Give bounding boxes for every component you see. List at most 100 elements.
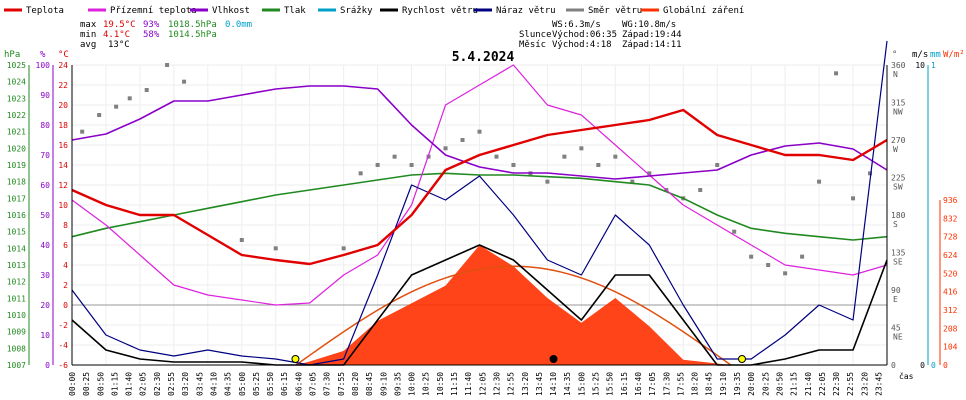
axis-wm2-tick: 728 [943,233,958,242]
series-wind-direction-point [834,71,839,76]
x-tick-label: 21:40 [804,372,813,396]
series-wind-direction-point [579,146,584,151]
sun-label: Slunce [519,30,552,40]
axis-dir-cardinal: SE [893,258,903,267]
x-tick-label: 03:20 [181,372,190,396]
x-tick-label: 11:40 [464,372,473,396]
x-tick-label: 12:05 [478,372,487,396]
series-wind-direction-point [97,113,102,117]
x-tick-label: 01:40 [125,372,134,396]
axis-temp-tick: 8 [63,221,68,230]
x-tick-label: 15:50 [606,372,615,396]
sun-set: Západ:19:44 [622,30,682,40]
legend-label: Náraz větru [496,6,556,16]
x-tick-label: 22:05 [818,372,827,396]
stats-max-temp: 19.5°C [103,20,136,30]
stats-min-hum: 58% [143,30,160,40]
radiation-theoretical-curve [295,265,732,366]
x-tick-label: 16:15 [620,372,629,396]
x-tick-label: 13:45 [535,372,544,396]
axis-ms-tick: 0 [920,361,925,370]
legend-label: Přízemní teplota [110,6,197,16]
legend: Teplota Přízemní teplota Vlhkost Tlak Srážky… [4,6,744,16]
axis-pct-tick: 20 [40,301,50,310]
moonset-marker [549,355,558,363]
stats-avg-temp: 13°C [108,40,130,50]
axis-temp-tick: 6 [63,241,68,250]
x-tick-label: 03:45 [195,372,204,396]
series-wind-direction-point [182,79,187,84]
series-vlhkost-line [71,85,888,180]
axis-hpa-tick: 1018 [7,178,26,187]
x-tick-label: 04:10 [209,372,218,396]
axis-temp-tick: 2 [63,281,68,290]
x-tick-label: 17:05 [648,372,657,396]
axis-mm-tick: 0 [931,361,936,370]
x-tick-label: 02:05 [139,372,148,396]
series-wind-direction-point [358,171,363,176]
series-wind-direction-point [494,154,499,159]
series-wind-direction-point [613,154,618,159]
axis-wm2-tick: 832 [943,214,958,223]
axis-hpa-tick: 1024 [7,78,26,87]
series-wind-direction-point [341,246,346,251]
axis-dir-tick: 360 [891,61,906,70]
axis-hpa-tick: 1020 [7,144,26,153]
axis-dir-cardinal: NW [893,108,903,117]
wind-ws: WS:6.3m/s [552,20,601,30]
x-tick-label: 20:50 [775,372,784,396]
x-tick-label: 09:10 [379,372,388,396]
axis-hpa-tick: 1013 [7,261,26,270]
series-wind-direction-point [144,88,149,92]
series-wind-direction-point [165,63,170,67]
x-tick-label: 08:20 [351,372,360,396]
axis-hpa-tick: 1023 [7,94,26,103]
series-wind-direction-point [851,196,856,201]
axis-wm2-tick: 624 [943,251,958,260]
x-tick-label: 20:25 [761,372,770,396]
legend-label: Globální záření [663,6,744,16]
axis-temp-tick: 24 [58,61,68,70]
axis-wm2-tick: 104 [943,343,958,352]
axis-hpa-tick: 1009 [7,328,26,337]
series-wind-direction-point [630,179,635,184]
axis-ms-tick: 10 [915,61,925,70]
x-tick-label: 09:35 [393,372,402,396]
axis-wm2-tick: 312 [943,306,958,315]
wind-wg: WG:10.8m/s [622,20,676,30]
axis-hpa-label: hPa [4,50,20,60]
x-tick-label: 06:15 [280,372,289,396]
stats-max-label: max [80,20,97,30]
axis-wm2-tick: 520 [943,269,958,278]
axis-hpa-tick: 1008 [7,344,26,353]
axis-wm2-tick: 208 [943,324,958,333]
axis-hpa-tick: 1014 [7,244,26,253]
axis-temp-tick: 4 [63,261,68,270]
series-wind-direction-point [868,171,873,176]
axis-dir-tick: 315 [891,99,906,108]
series-wind-direction-point [715,163,720,167]
axis-hpa-tick: 1016 [7,211,26,220]
axis-temp-tick: 10 [58,201,68,210]
sunrise-marker [291,355,300,363]
series-wind-direction-point [443,146,448,151]
axes-layer: hPa% °C1025102410231022102110201019101810… [4,50,965,396]
series-wind-direction-point [647,171,652,176]
series-wind-direction-point [562,154,567,159]
x-tick-label: 01:15 [110,372,119,396]
stats-min-press: 1014.5hPa [168,30,217,40]
series-wind-direction-point [375,163,380,167]
sunset-marker [737,355,746,363]
x-tick-label: 11:15 [450,372,459,396]
x-tick-label: 04:35 [224,372,233,396]
legend-label: Tlak [284,6,306,16]
x-tick-label: 10:50 [436,372,445,396]
x-tick-label: 00:50 [96,372,105,396]
axis-hpa-tick: 1021 [7,128,26,137]
axis-pct-tick: 80 [40,121,50,130]
series-layer [71,40,888,366]
legend-label: Vlhkost [212,6,250,16]
x-tick-label: 19:10 [719,372,728,396]
axis-hpa-tick: 1007 [7,361,26,370]
